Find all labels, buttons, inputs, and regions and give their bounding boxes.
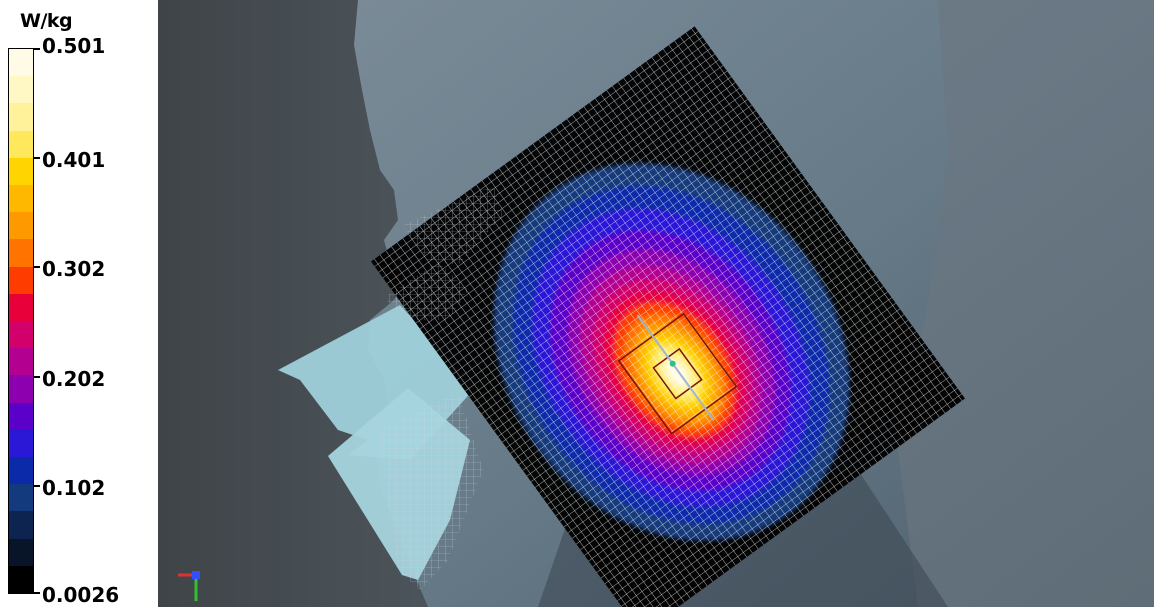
colorbar-band xyxy=(9,185,33,213)
colorbar-band xyxy=(9,76,33,104)
colorbar-tick-1 xyxy=(34,157,40,159)
colorbar-label-0: 0.501 xyxy=(42,34,105,58)
colorbar-band xyxy=(9,566,33,594)
axis-z-icon xyxy=(192,571,200,579)
sar-scene[interactable] xyxy=(158,0,1154,607)
colorbar-band xyxy=(9,103,33,131)
colorbar-band xyxy=(9,430,33,458)
colorbar-tick-5 xyxy=(34,592,40,594)
colorbar-band xyxy=(9,457,33,485)
colorbar-band xyxy=(9,267,33,295)
colorbar-band xyxy=(9,375,33,403)
colorbar-band xyxy=(9,484,33,512)
colorbar-band xyxy=(9,321,33,349)
colorbar-legend: W/kg 0.501 0.401 0.302 0.202 0.102 0.002… xyxy=(0,0,160,607)
colorbar-band xyxy=(9,239,33,267)
colorbar-tick-4 xyxy=(34,485,40,487)
colorbar-tick-0 xyxy=(34,48,40,50)
colorbar-band xyxy=(9,131,33,159)
colorbar-label-3: 0.202 xyxy=(42,367,105,391)
colorbar-band xyxy=(9,212,33,240)
colorbar-tick-3 xyxy=(34,376,40,378)
colorbar-band xyxy=(9,158,33,186)
colorbar-label-2: 0.302 xyxy=(42,257,105,281)
colorbar-band xyxy=(9,294,33,322)
colorbar-label-1: 0.401 xyxy=(42,148,105,172)
colorbar-label-5: 0.0026 xyxy=(42,583,119,607)
colorbar-band xyxy=(9,348,33,376)
colorbar-gradient xyxy=(8,48,34,594)
colorbar-band xyxy=(9,403,33,431)
colorbar-label-4: 0.102 xyxy=(42,476,105,500)
3d-viewport[interactable] xyxy=(158,0,1154,607)
colorbar-tick-2 xyxy=(34,266,40,268)
colorbar-band xyxy=(9,511,33,539)
colorbar-band xyxy=(9,49,33,77)
colorbar-unit-label: W/kg xyxy=(20,10,72,32)
colorbar-band xyxy=(9,539,33,567)
